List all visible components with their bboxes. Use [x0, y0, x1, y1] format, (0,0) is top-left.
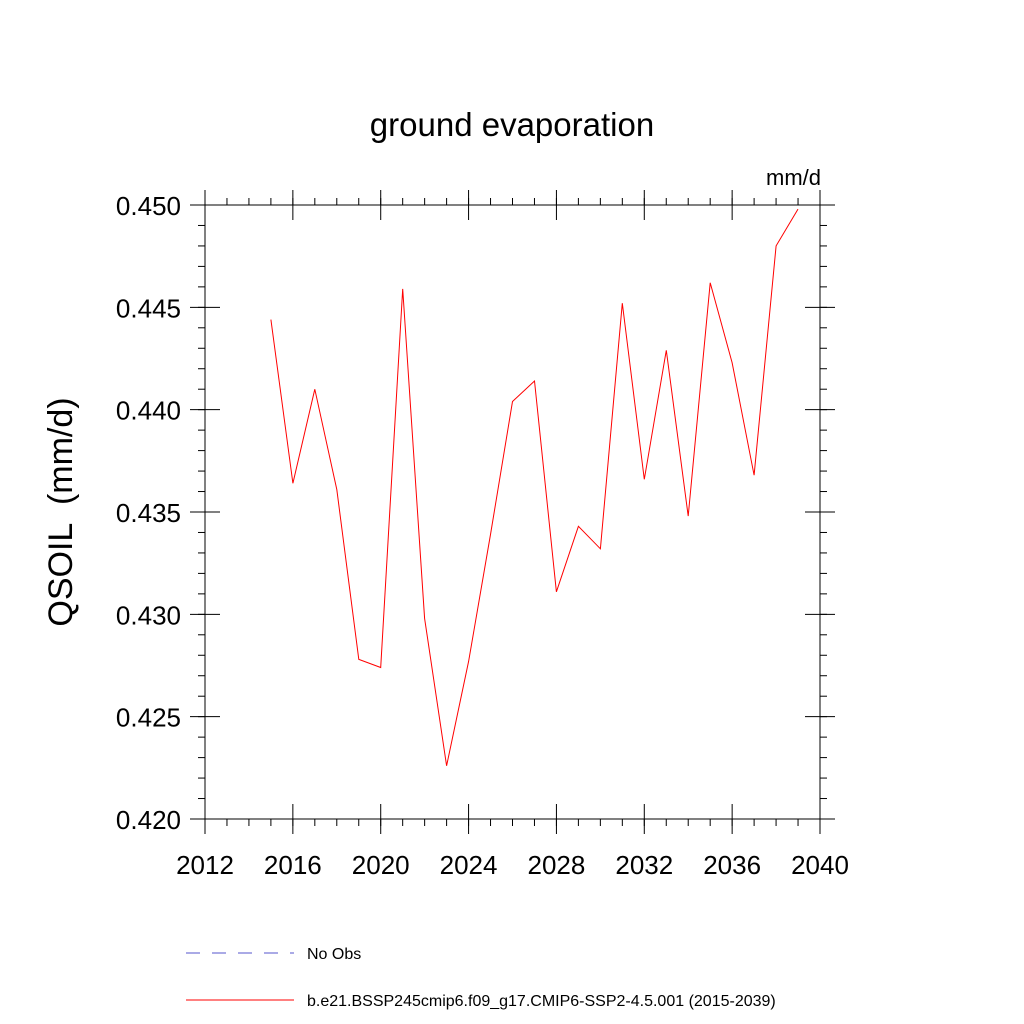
- x-tick-label: 2016: [264, 850, 322, 880]
- x-tick-label: 2024: [440, 850, 498, 880]
- data-point: [380, 667, 381, 668]
- data-point: [622, 303, 623, 304]
- data-point: [468, 661, 469, 662]
- x-tick-label: 2032: [615, 850, 673, 880]
- data-point: [512, 401, 513, 402]
- data-point: [710, 282, 711, 283]
- x-tick-label: 2036: [703, 850, 761, 880]
- legend: No Obs b.e21.BSSP245cmip6.f09_g17.CMIP6-…: [186, 946, 776, 1010]
- data-point: [732, 362, 733, 363]
- series-line: [270, 208, 799, 766]
- data-point: [644, 479, 645, 480]
- y-tick-label: 0.445: [116, 293, 181, 323]
- data-point: [798, 209, 799, 210]
- data-point: [490, 534, 491, 535]
- y-tick-label: 0.435: [116, 498, 181, 528]
- legend-label-no-obs: No Obs: [307, 946, 361, 963]
- y-axis-label: QSOIL (mm/d): [42, 397, 80, 626]
- data-point: [292, 483, 293, 484]
- data-point: [534, 381, 535, 382]
- data-point: [666, 350, 667, 351]
- data-point: [358, 659, 359, 660]
- units-label: mm/d: [766, 165, 821, 190]
- plot-frame: [204, 204, 821, 820]
- data-point: [578, 526, 579, 527]
- data-point: [424, 618, 425, 619]
- chart-title: ground evaporation: [370, 106, 654, 143]
- y-tick-label: 0.430: [116, 600, 181, 630]
- y-tick-label: 0.450: [116, 191, 181, 221]
- x-tick-label: 2040: [791, 850, 849, 880]
- legend-label-model-run: b.e21.BSSP245cmip6.f09_g17.CMIP6-SSP2-4.…: [307, 993, 776, 1010]
- y-tick-label: 0.425: [116, 703, 181, 733]
- data-point: [600, 548, 601, 549]
- x-tick-label: 2012: [176, 850, 234, 880]
- data-point: [446, 765, 447, 766]
- data-point: [314, 389, 315, 390]
- plot-series: [270, 208, 799, 766]
- data-point: [776, 245, 777, 246]
- x-tick-label: 2028: [528, 850, 586, 880]
- data-point: [270, 319, 271, 320]
- data-point: [556, 591, 557, 592]
- y-tick-label: 0.440: [116, 396, 181, 426]
- x-tick-label: 2020: [352, 850, 410, 880]
- data-point: [688, 516, 689, 517]
- data-point: [402, 288, 403, 289]
- plot-axes: 0.420 0.425 0.430 0.435 0.440 0.445 0.450 2012 2…: [116, 190, 849, 880]
- y-tick-label: 0.420: [116, 805, 181, 835]
- data-point: [754, 475, 755, 476]
- data-point: [336, 489, 337, 490]
